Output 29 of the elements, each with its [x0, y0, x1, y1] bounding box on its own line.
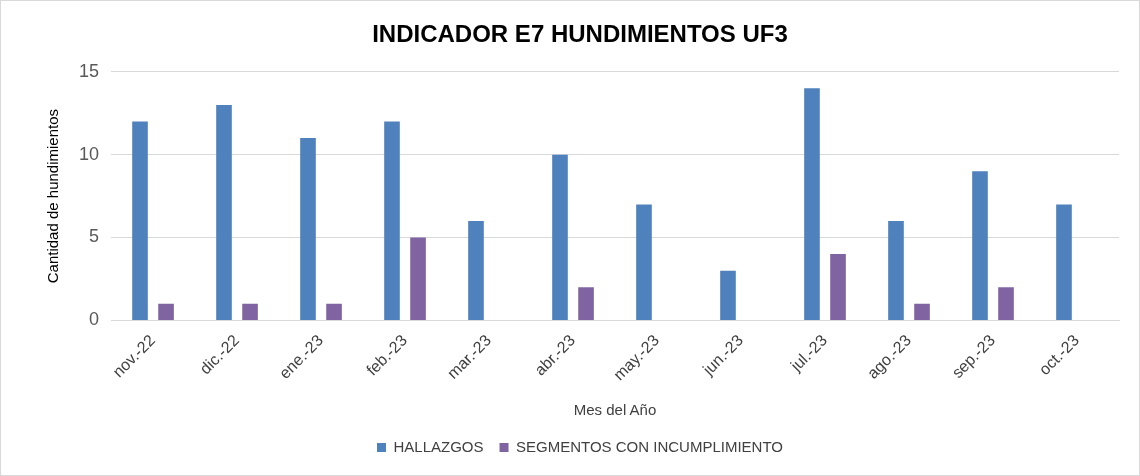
bar	[804, 88, 820, 320]
bar	[384, 121, 400, 320]
bar	[636, 204, 652, 320]
y-axis-title: Cantidad de hundimientos	[44, 108, 62, 284]
bar	[914, 303, 930, 320]
y-tick-label: 5	[89, 226, 100, 247]
bar	[998, 287, 1014, 320]
x-axis-title: Mes del Año	[573, 401, 657, 419]
bar	[468, 220, 484, 320]
bar	[326, 303, 342, 320]
bar	[158, 303, 174, 320]
bar	[552, 154, 568, 320]
bar	[578, 287, 594, 320]
y-tick-label: 10	[78, 143, 100, 164]
legend-label: HALLAZGOS	[393, 437, 484, 455]
bar	[300, 138, 316, 320]
legend-label: SEGMENTOS CON INCUMPLIMIENTO	[516, 437, 784, 455]
bar	[830, 254, 846, 320]
bar	[216, 104, 232, 320]
y-tick-label: 15	[78, 60, 100, 81]
y-tick-label: 0	[89, 309, 100, 330]
bar	[242, 303, 258, 320]
bar	[132, 121, 148, 320]
chart-title: INDICADOR E7 HUNDIMIENTOS UF3	[372, 20, 788, 48]
bar	[410, 237, 426, 320]
bar	[1056, 204, 1072, 320]
bar	[720, 270, 736, 320]
bar	[888, 220, 904, 320]
bar	[972, 171, 988, 320]
